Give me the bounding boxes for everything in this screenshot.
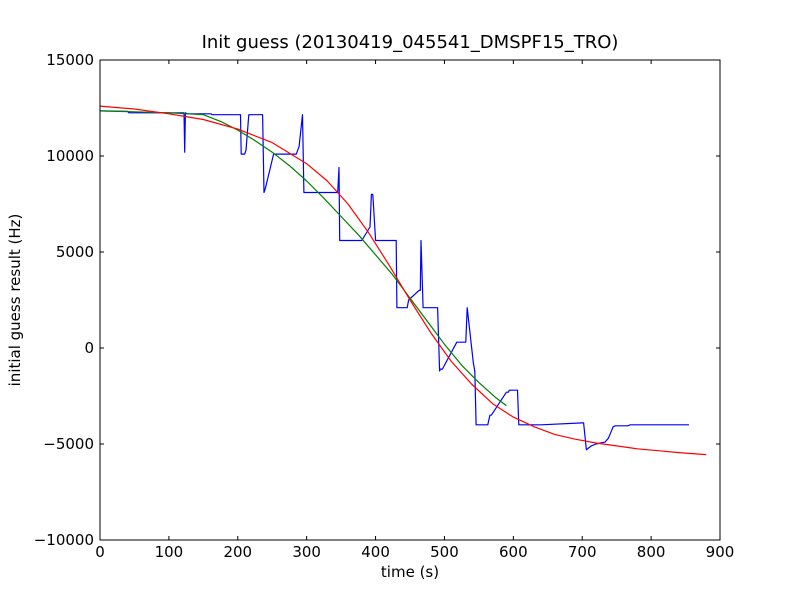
y-axis-label: initial guess result (Hz) (6, 214, 24, 387)
ticks-layer: 0 100 200 300 400 500 600 700 800 900 −10000 −5000 0… (34, 51, 735, 561)
series-layer (99, 105, 707, 456)
x-tick-label: 800 (637, 543, 666, 561)
x-tick-label: 200 (223, 543, 252, 561)
y-tick-label: −10000 (34, 531, 94, 549)
series-line-1 (99, 110, 689, 451)
x-tick-label: 400 (361, 543, 390, 561)
chart-title: Init guess (20130419_045541_DMSPF15_TRO) (202, 32, 619, 53)
x-tick-label: 900 (706, 543, 735, 561)
y-tick-label: 10000 (46, 147, 94, 165)
y-tick-label: −5000 (43, 435, 94, 453)
series-line-2 (99, 110, 507, 407)
x-tick-label: 500 (430, 543, 459, 561)
x-tick-label: 0 (95, 543, 105, 561)
x-tick-label: 700 (568, 543, 597, 561)
series-line-3 (99, 105, 707, 456)
y-tick-label: 15000 (46, 51, 94, 69)
y-tick-label: 0 (84, 339, 94, 357)
x-axis-label: time (s) (381, 563, 439, 581)
y-tick-label: 5000 (56, 243, 94, 261)
x-tick-label: 600 (499, 543, 528, 561)
plot-frame (99, 59, 721, 541)
x-tick-label: 100 (155, 543, 184, 561)
x-tick-label: 300 (292, 543, 321, 561)
